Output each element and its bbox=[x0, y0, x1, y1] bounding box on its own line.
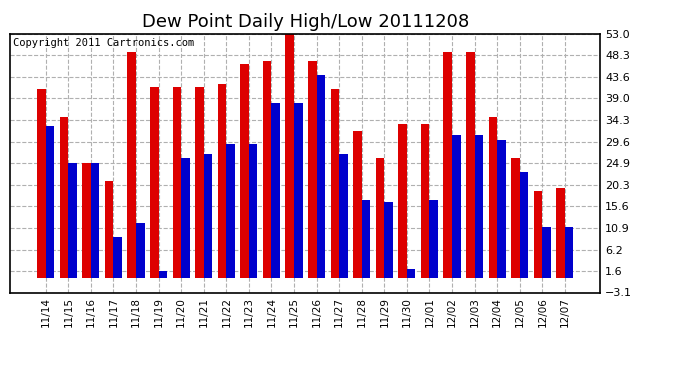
Bar bbox=[362, 200, 371, 278]
Title: Dew Point Daily High/Low 20111208: Dew Point Daily High/Low 20111208 bbox=[141, 13, 469, 31]
Bar bbox=[398, 124, 407, 278]
Bar bbox=[556, 188, 565, 278]
Bar bbox=[46, 126, 55, 278]
Bar bbox=[331, 89, 339, 278]
Bar bbox=[60, 117, 68, 278]
Bar bbox=[136, 223, 145, 278]
Bar bbox=[240, 64, 249, 278]
Bar bbox=[353, 130, 362, 278]
Bar bbox=[68, 163, 77, 278]
Bar bbox=[204, 154, 213, 278]
Bar bbox=[317, 75, 325, 278]
Bar bbox=[181, 158, 190, 278]
Bar bbox=[542, 228, 551, 278]
Bar bbox=[444, 52, 452, 278]
Bar bbox=[497, 140, 506, 278]
Bar bbox=[271, 103, 280, 278]
Bar bbox=[511, 158, 520, 278]
Bar bbox=[475, 135, 483, 278]
Bar bbox=[286, 29, 294, 278]
Bar bbox=[565, 228, 573, 278]
Bar bbox=[339, 154, 348, 278]
Bar bbox=[91, 163, 99, 278]
Bar bbox=[128, 52, 136, 278]
Bar bbox=[520, 172, 529, 278]
Bar bbox=[384, 202, 393, 278]
Bar bbox=[113, 237, 122, 278]
Bar bbox=[421, 124, 429, 278]
Bar bbox=[105, 182, 113, 278]
Bar bbox=[218, 84, 226, 278]
Text: Copyright 2011 Cartronics.com: Copyright 2011 Cartronics.com bbox=[13, 38, 195, 48]
Bar bbox=[452, 135, 461, 278]
Bar bbox=[263, 62, 271, 278]
Bar bbox=[172, 87, 181, 278]
Bar bbox=[37, 89, 46, 278]
Bar bbox=[159, 271, 167, 278]
Bar bbox=[82, 163, 91, 278]
Bar bbox=[249, 144, 257, 278]
Bar bbox=[195, 87, 204, 278]
Bar bbox=[150, 87, 159, 278]
Bar bbox=[376, 158, 384, 278]
Bar bbox=[407, 269, 415, 278]
Bar bbox=[226, 144, 235, 278]
Bar bbox=[466, 52, 475, 278]
Bar bbox=[294, 103, 303, 278]
Bar bbox=[534, 190, 542, 278]
Bar bbox=[308, 62, 317, 278]
Bar bbox=[489, 117, 497, 278]
Bar bbox=[429, 200, 438, 278]
